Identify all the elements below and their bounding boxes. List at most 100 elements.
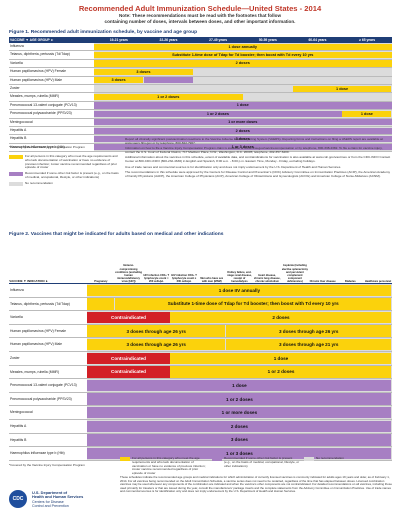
- schedule-bar: 1 or 3 doses: [94, 144, 392, 151]
- indication-bar: 1 dose: [87, 379, 392, 392]
- indication-bar: 3 doses through age 26 yrs: [87, 325, 226, 337]
- indication-cells: 3 doses: [87, 433, 392, 447]
- vaccine-label: Pneumococcal polysaccharide (PPSV23): [10, 111, 72, 116]
- schedule-bar: 1 dose: [342, 110, 392, 117]
- table-row: Influenza 1 dose annually: [9, 43, 392, 52]
- info-paragraph: Report all clinically significant postva…: [125, 137, 383, 145]
- indication-header: HIV infection CD4+ T lymphocyte count ≥ …: [171, 273, 197, 283]
- indication-cells: 1 dose IIV annually: [87, 284, 392, 297]
- schedule-cells: 3 doses: [94, 135, 392, 143]
- indication-header: Immuno-compromising conditions (excludin…: [115, 264, 142, 283]
- schedule-cells: 3 doses: [94, 68, 392, 76]
- vaccine-label: Hepatitis B: [10, 437, 27, 442]
- figure2-title: Figure 2. Vaccines that might be indicat…: [9, 232, 224, 237]
- indication-cells: Substitute 1-time dose of Tdap for Td bo…: [87, 297, 392, 311]
- schedule-bar: 1 dose: [94, 102, 392, 109]
- figure2-header-row: VACCINE ▼ INDICATION ► Pregnancy Immuno-co…: [9, 240, 392, 284]
- table-row: Tetanus, diphtheria, pertussis (Td/Tdap)…: [9, 297, 392, 312]
- vaccine-label: Human papillomavirus (HPV) Male: [10, 342, 63, 347]
- age-group-header: 50-59 years: [258, 38, 277, 42]
- table-row: Pneumococcal 13-valent conjugate (PCV13)…: [9, 101, 392, 111]
- legend-swatch: [304, 457, 314, 461]
- org-line-4: Control and Prevention: [32, 503, 69, 508]
- header-note-2: containing number of doses, intervals be…: [104, 18, 296, 24]
- org-line-2: Health and Human Services: [32, 494, 84, 500]
- schedule-bar: 3 doses: [94, 68, 193, 75]
- figure2-legend: For all persons in this category who mee…: [120, 456, 392, 476]
- indication-bar: Contraindicated: [87, 311, 170, 324]
- vaccine-label: Meningococcal: [10, 410, 33, 415]
- table-row: Human papillomavirus (HPV) Male 3 doses: [9, 76, 392, 85]
- indication-cells: Contraindicated 1 dose: [87, 351, 392, 365]
- table-row: Hepatitis A 2 doses: [9, 419, 392, 434]
- hhs-org-block: U.S. Department of Health and Human Serv…: [32, 490, 84, 508]
- indication-bar: 1 dose IIV annually: [87, 284, 392, 296]
- vaccine-label: Haemophilus influenzae type b (Hib): [10, 451, 65, 456]
- figure1-info-text: Report all clinically significant postva…: [125, 137, 392, 180]
- schedule-cells: 1 or 3 doses: [94, 143, 392, 152]
- indication-bar: 3 doses through age 26 yrs: [225, 325, 392, 337]
- schedule-bar: 1 or more doses: [94, 119, 392, 126]
- vaccine-label: Measles, mumps, rubella (MMR): [10, 369, 59, 374]
- indication-header: Chronic liver disease: [309, 279, 336, 283]
- table-row: Tetanus, diphtheria, pertussis (Td/Tdap)…: [9, 51, 392, 60]
- vaccine-label: Tetanus, diphtheria, pertussis (Td/Tdap): [10, 301, 70, 306]
- indication-cells: 1 or more doses: [87, 406, 392, 419]
- indication-cells: 1 dose: [87, 379, 392, 392]
- indication-bar: 1 or 3 doses: [87, 447, 392, 460]
- indication-bar: 1 or 2 doses: [170, 366, 392, 378]
- page-header: Recommended Adult Immunization Schedule—…: [0, 0, 400, 24]
- schedule-bar: 1 dose annually: [94, 43, 392, 50]
- schedule-cells: 2 doses: [94, 126, 392, 135]
- info-paragraph: The recommendations in this schedule wer…: [125, 169, 391, 178]
- vaccine-label: Varicella: [10, 315, 23, 320]
- indication-bar: 1 or 2 doses: [87, 393, 392, 405]
- vaccine-label: Haemophilus influenzae type b (Hib): [10, 144, 65, 149]
- schedule-cells: 2 doses: [94, 59, 392, 68]
- age-group-header: 60-64 years: [308, 38, 327, 42]
- table-row: Hepatitis A 2 doses: [9, 126, 392, 136]
- table-row: Hepatitis B 3 doses: [9, 433, 392, 448]
- indication-cells: 2 doses: [87, 419, 392, 433]
- indication-cells: 1 or 3 doses: [87, 447, 392, 460]
- indication-bar: 3 doses through age 21 yrs: [225, 338, 392, 351]
- schedule-cells: Substitute 1-time dose of Tdap for Td bo…: [94, 51, 392, 59]
- schedule-bar: 3 doses: [94, 135, 392, 143]
- schedule-cells: 1 or 2 doses: [94, 93, 392, 101]
- table-row: Meningococcal 1 or more doses: [9, 406, 392, 420]
- vaccine-label: Pneumococcal 13-valent conjugate (PCV13): [10, 383, 77, 388]
- schedule-bar: [143, 77, 193, 84]
- indication-bar: 3 doses through age 26 yrs: [87, 338, 226, 351]
- vaccine-label: Hepatitis B: [10, 136, 27, 141]
- figure2-footnote: *Covered by the Vaccine Injury Compensat…: [9, 463, 85, 467]
- age-group-header: 27-49 years: [209, 38, 228, 42]
- indication-cells: 3 doses through age 26 yrs 3 doses throug…: [87, 324, 392, 338]
- figure1-table: VACCINE ▼ AGE GROUP ► 19-21 years 22-26 ye…: [9, 37, 392, 153]
- legend-text: For all persons in this category who mee…: [25, 154, 118, 170]
- table-row: Varicella Contraindicated 2 doses: [9, 311, 392, 325]
- table-row: Zoster Contraindicated 1 dose: [9, 351, 392, 366]
- legend-item: For all persons in this category who mee…: [9, 154, 119, 170]
- schedule-bar: 2 doses: [94, 127, 392, 134]
- schedule-bar: 1 dose: [292, 85, 392, 92]
- info-paragraph: Information on how to file a Vaccine Inj…: [125, 146, 383, 154]
- indication-header: Heart disease, chronic lung disease, chr…: [253, 273, 281, 283]
- indication-cells: 1 or 2 doses: [87, 392, 392, 406]
- legend-text: No recommendation: [316, 456, 344, 460]
- table-row: Varicella 2 doses: [9, 59, 392, 69]
- vaccine-label: Human papillomavirus (HPV) Female: [10, 328, 66, 333]
- legend-text: Recommended if some other risk factor is…: [25, 171, 119, 179]
- vaccine-label: Varicella: [10, 60, 23, 65]
- table-row: Hepatitis B 3 doses: [9, 135, 392, 144]
- table-row: Measles, mumps, rubella (MMR) Contraindic…: [9, 365, 392, 380]
- indication-bar: 1 or more doses: [87, 406, 392, 419]
- vaccine-label: Pneumococcal polysaccharide (PPSV23): [10, 396, 72, 401]
- page-title: Recommended Adult Immunization Schedule—…: [78, 4, 322, 13]
- vaccine-label: Tetanus, diphtheria, pertussis (Td/Tdap): [10, 52, 70, 57]
- vaccine-label: Zoster: [10, 355, 20, 360]
- legend-swatch: [9, 181, 23, 186]
- table-row: Measles, mumps, rubella (MMR) 1 or 2 dose…: [9, 93, 392, 102]
- vaccine-label: Hepatitis A: [10, 127, 27, 132]
- table-row: Pneumococcal polysaccharide (PPSV23) 1 or…: [9, 110, 392, 119]
- indication-bar: 3 doses: [87, 434, 392, 446]
